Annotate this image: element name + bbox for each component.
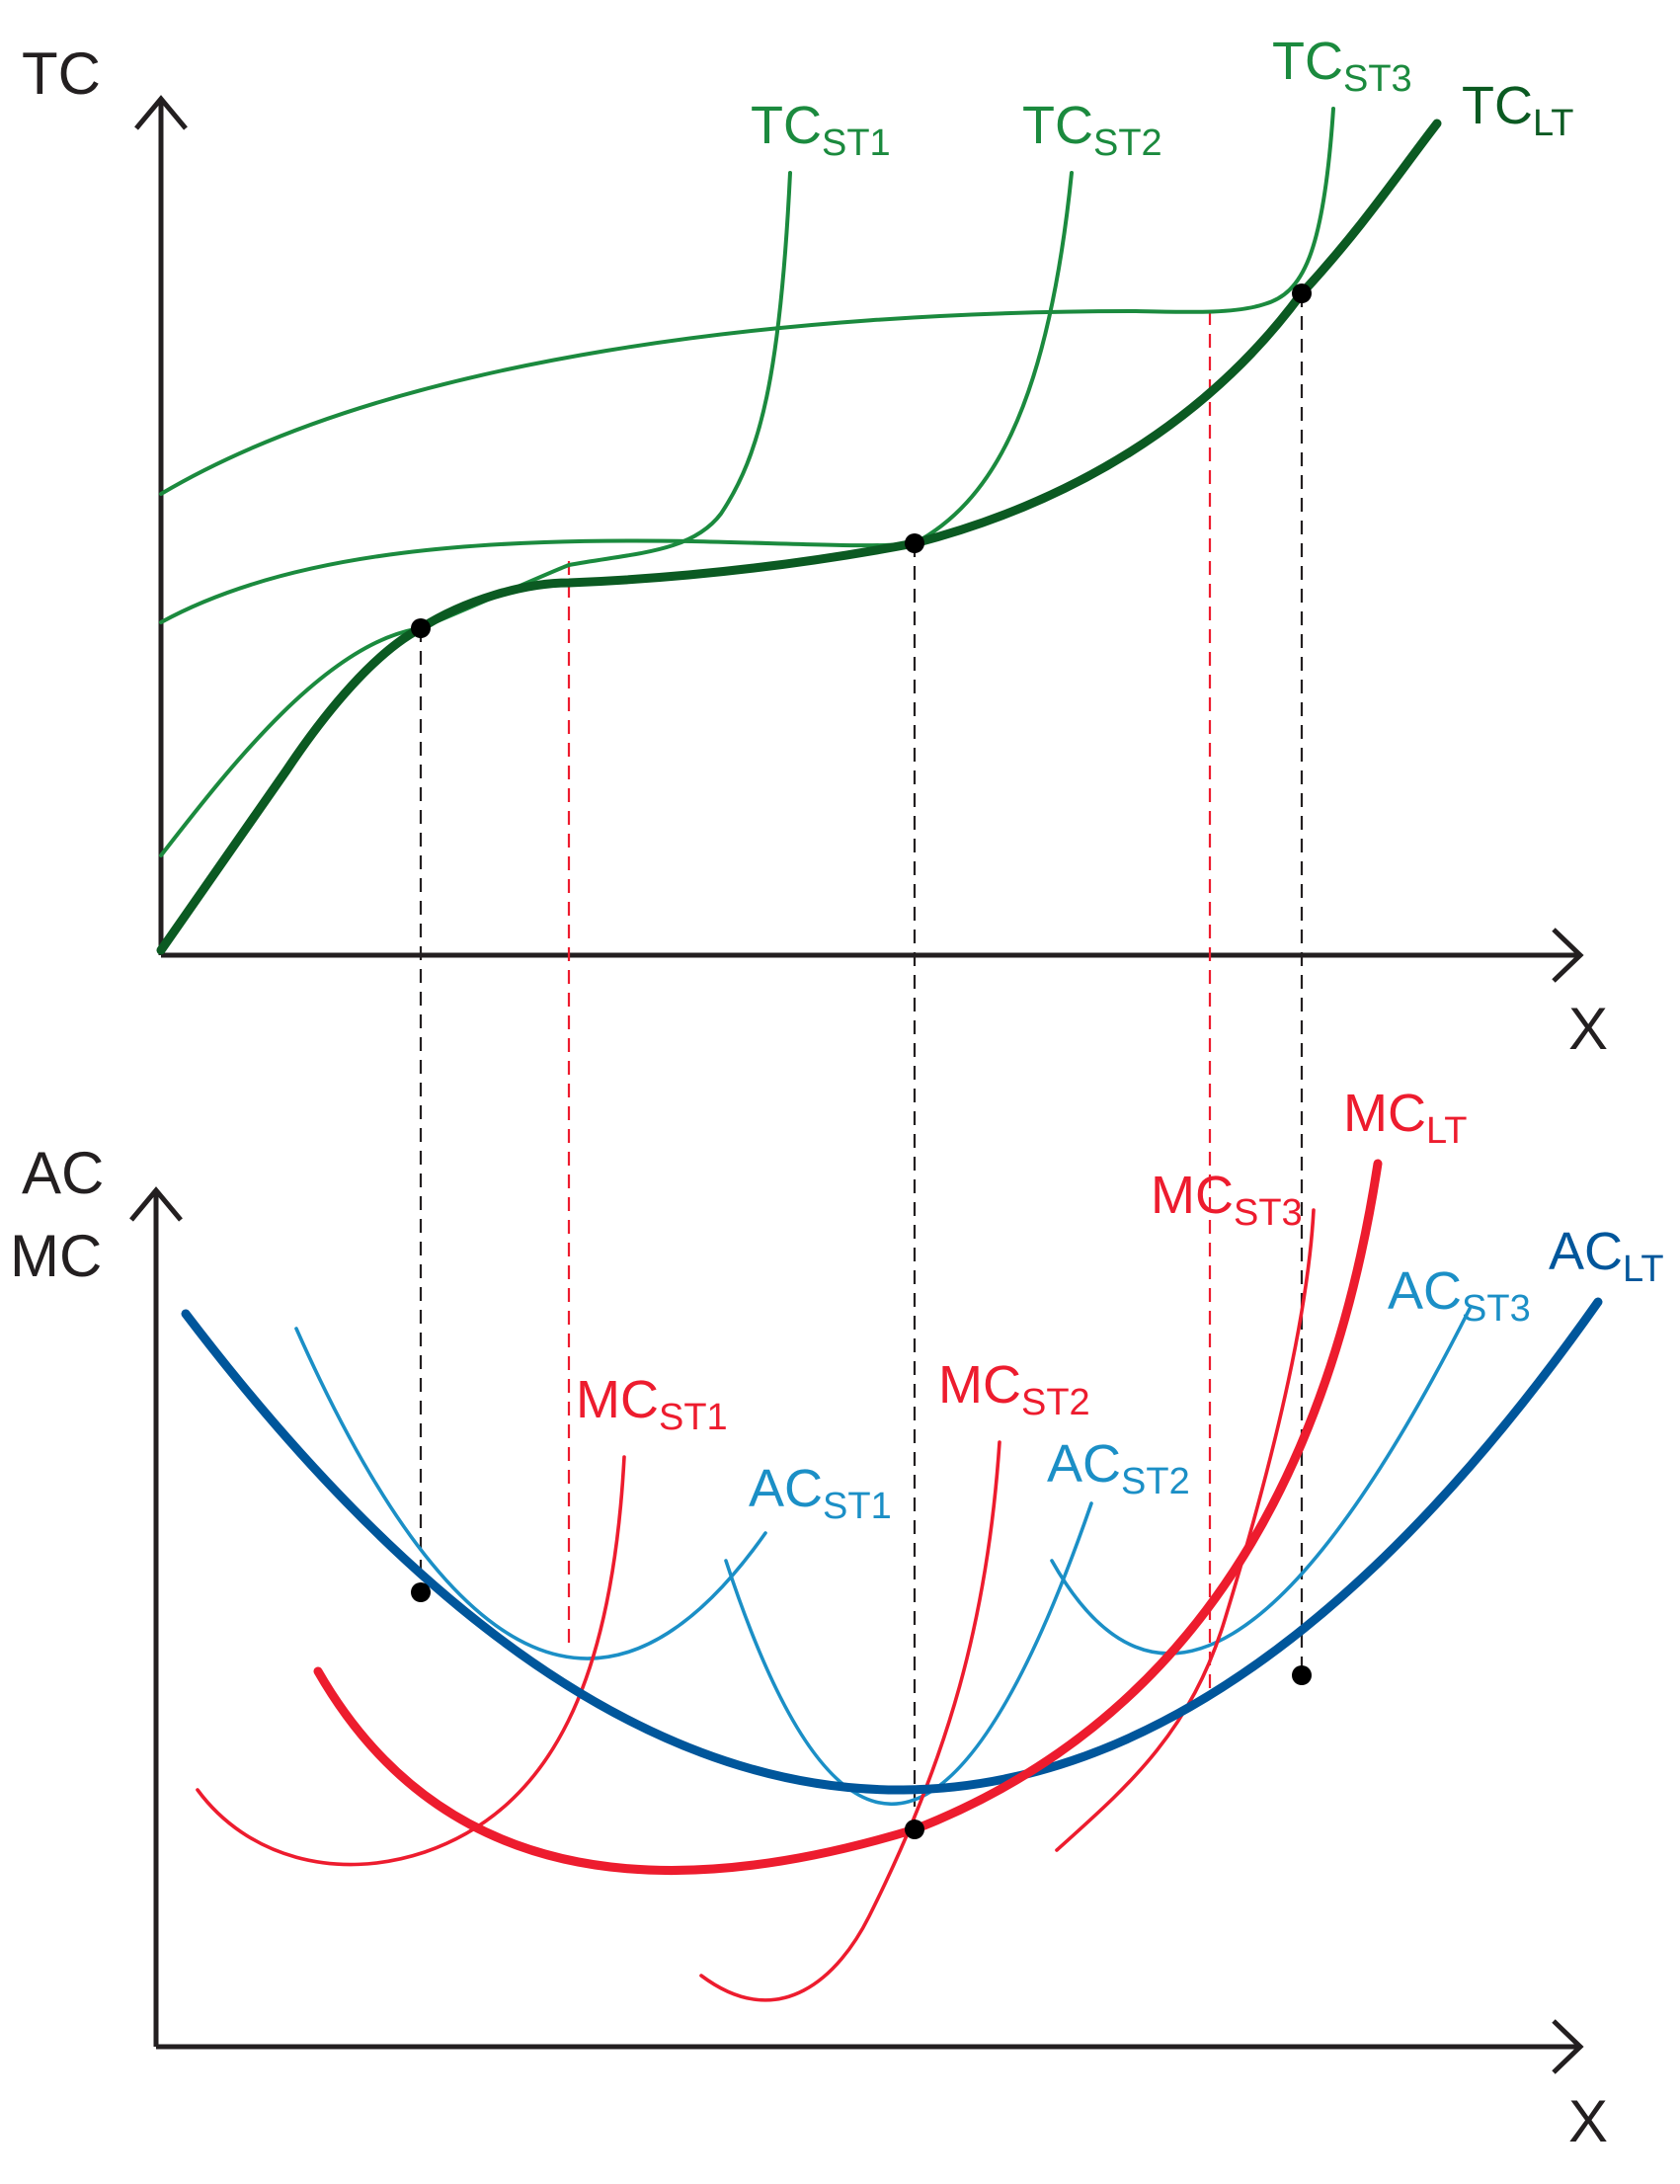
tc-st2-curve <box>159 171 1074 624</box>
ac-st2-curve <box>724 1501 1093 1807</box>
mc-lt-label: MCLT <box>1343 1084 1468 1152</box>
mc-st1-label: MCST1 <box>576 1370 728 1438</box>
bottom-y-arrowhead <box>129 1186 183 1222</box>
ac-lt-curve <box>181 1297 1603 1795</box>
top-y-axis-label: TC <box>22 40 101 107</box>
mc-st2-label: MCST2 <box>938 1355 1090 1423</box>
top-x-axis-label: X <box>1568 996 1608 1062</box>
tc-curves <box>156 107 1442 955</box>
top-guides <box>419 293 1304 1832</box>
ac-lt-label: ACLT <box>1549 1222 1664 1290</box>
ac-tangency-point-3 <box>1292 1665 1312 1685</box>
tc-tangency-point-2 <box>905 533 924 553</box>
top-y-arrowhead <box>134 95 188 130</box>
tc-st1-curve <box>159 171 792 857</box>
tc-st3-curve <box>159 107 1335 496</box>
bottom-axes <box>129 1186 1584 2074</box>
mc-st2-curve <box>699 1440 1001 2002</box>
bottom-panel: AC MC X MCST1 ACST1 MCST2 ACST2 MCST3 AC… <box>10 1084 1664 2154</box>
ac-tangency-point-1 <box>411 1582 431 1602</box>
bottom-y-axis-label-mc: MC <box>10 1223 102 1289</box>
bottom-y-axis-label-ac: AC <box>22 1140 104 1206</box>
top-axes <box>134 95 1584 983</box>
tc-tangency-point-1 <box>411 618 431 638</box>
mc-st3-label: MCST3 <box>1151 1166 1303 1234</box>
bottom-x-axis-label: X <box>1568 2088 1608 2154</box>
tc-tangency-point-3 <box>1292 283 1312 303</box>
cost-curves <box>181 1159 1603 2002</box>
mc-st1-curve <box>196 1455 626 1867</box>
top-panel: TC X TCST1 TCST2 TCST3 TCLT <box>22 32 1608 1832</box>
ac-st1-label: ACST1 <box>749 1459 892 1527</box>
ac-st3-curve <box>1050 1307 1472 1656</box>
ac-st2-label: ACST2 <box>1047 1434 1190 1502</box>
ac-tangency-point-2 <box>905 1820 924 1839</box>
ac-tangency-points <box>411 1582 1312 1839</box>
ac-st3-label: ACST3 <box>1388 1261 1531 1330</box>
top-x-arrowhead <box>1552 928 1584 983</box>
tc-st2-label: TCST2 <box>1022 96 1162 164</box>
tc-lt-label: TCLT <box>1462 76 1574 144</box>
tc-lt-curve <box>156 119 1442 955</box>
ac-st1-curve <box>294 1327 767 1660</box>
tc-st1-label: TCST1 <box>751 96 891 164</box>
tc-tangency-points <box>411 283 1312 638</box>
mc-st3-curve <box>1055 1208 1316 1852</box>
mc-lt-curve <box>313 1159 1383 1875</box>
bottom-x-arrowhead <box>1552 2019 1584 2074</box>
tc-st3-label: TCST3 <box>1272 32 1412 100</box>
